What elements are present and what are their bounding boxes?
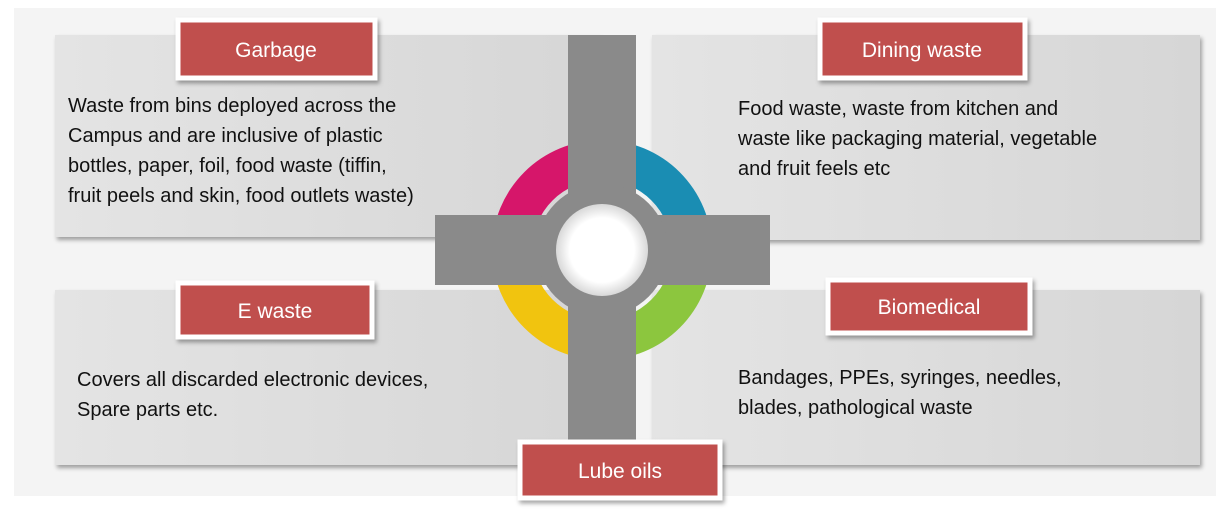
wheel — [435, 35, 770, 440]
label: E waste — [238, 300, 313, 323]
label: Biomedical — [878, 296, 981, 319]
description-line: and fruit feels etc — [738, 158, 890, 180]
label-box — [175, 280, 375, 340]
hub — [556, 204, 648, 296]
description-line: waste like packaging material, vegetable — [737, 128, 1097, 150]
label: Lube oils — [578, 460, 662, 483]
description-line: fruit peels and skin, food outlets waste… — [68, 185, 414, 207]
descriptions: Waste from bins deployed across the Campu… — [68, 95, 1097, 421]
label-box — [175, 17, 378, 81]
description-line: Food waste, waste from kitchen and — [738, 98, 1058, 120]
label: Dining waste — [862, 39, 982, 62]
description-line: Waste from bins deployed across the — [68, 95, 396, 117]
label-box — [517, 439, 723, 501]
description-line: bottles, paper, foil, food waste (tiffin… — [68, 155, 387, 177]
label-box — [817, 17, 1028, 81]
description-line: blades, pathological waste — [738, 397, 973, 419]
description-line: Bandages, PPEs, syringes, needles, — [738, 367, 1062, 389]
description-line: Campus and are inclusive of plastic — [68, 125, 383, 147]
description-line: Spare parts etc. — [77, 399, 218, 421]
description-line: Covers all discarded electronic devices, — [77, 369, 428, 391]
label-box — [825, 277, 1033, 336]
labels: Garbage Dining waste E waste Biomedical … — [175, 17, 1033, 501]
label: Garbage — [235, 39, 317, 62]
